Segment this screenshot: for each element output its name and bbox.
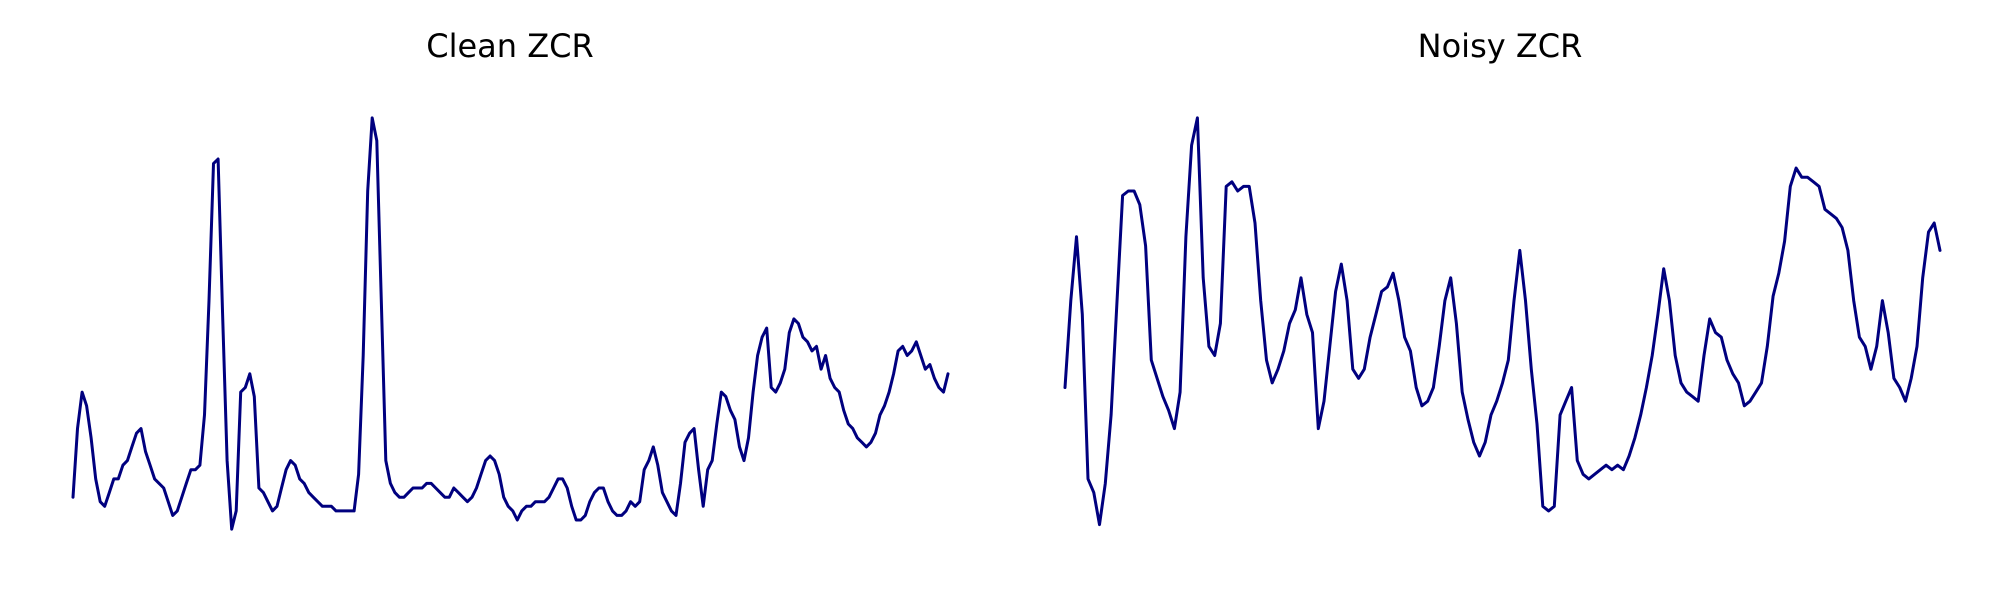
noisy-zcr-series-line [1063,116,1942,527]
clean-zcr-panel: Clean ZCR [71,27,950,531]
clean-zcr-series-line [71,116,950,531]
noisy-zcr-title: Noisy ZCR [1418,27,1583,65]
noisy-zcr-panel: Noisy ZCR [1063,27,1942,527]
clean-zcr-title: Clean ZCR [426,27,593,65]
